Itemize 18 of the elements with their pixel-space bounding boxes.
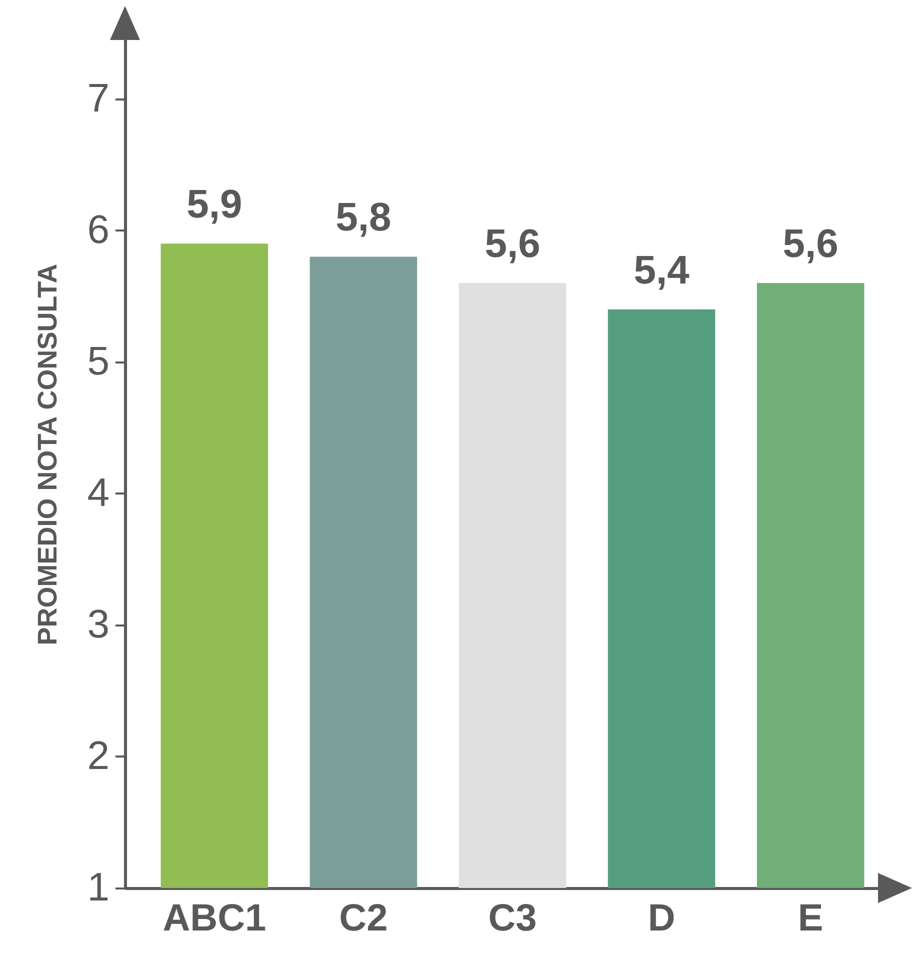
y-axis-title: PROMEDIO NOTA CONSULTA (32, 264, 62, 646)
y-tick-label: 3 (87, 602, 110, 646)
data-label: 5,4 (634, 248, 690, 292)
y-tick-label: 7 (87, 76, 110, 120)
data-label: 5,8 (336, 196, 392, 240)
y-tick-label: 5 (87, 339, 110, 384)
data-label: 5,6 (782, 222, 838, 266)
y-tick-label: 6 (87, 208, 110, 252)
y-tick-label: 4 (87, 470, 110, 515)
x-tick-label: E (798, 898, 824, 940)
data-label: 5,6 (484, 222, 540, 266)
x-tick-label: C3 (488, 898, 537, 940)
data-label: 5,9 (186, 182, 242, 227)
y-tick-label: 1 (87, 866, 110, 910)
x-tick-label: D (648, 898, 676, 940)
y-tick-label: 2 (87, 734, 110, 778)
x-tick-label: ABC1 (162, 898, 266, 940)
x-tick-label: C2 (339, 898, 388, 940)
